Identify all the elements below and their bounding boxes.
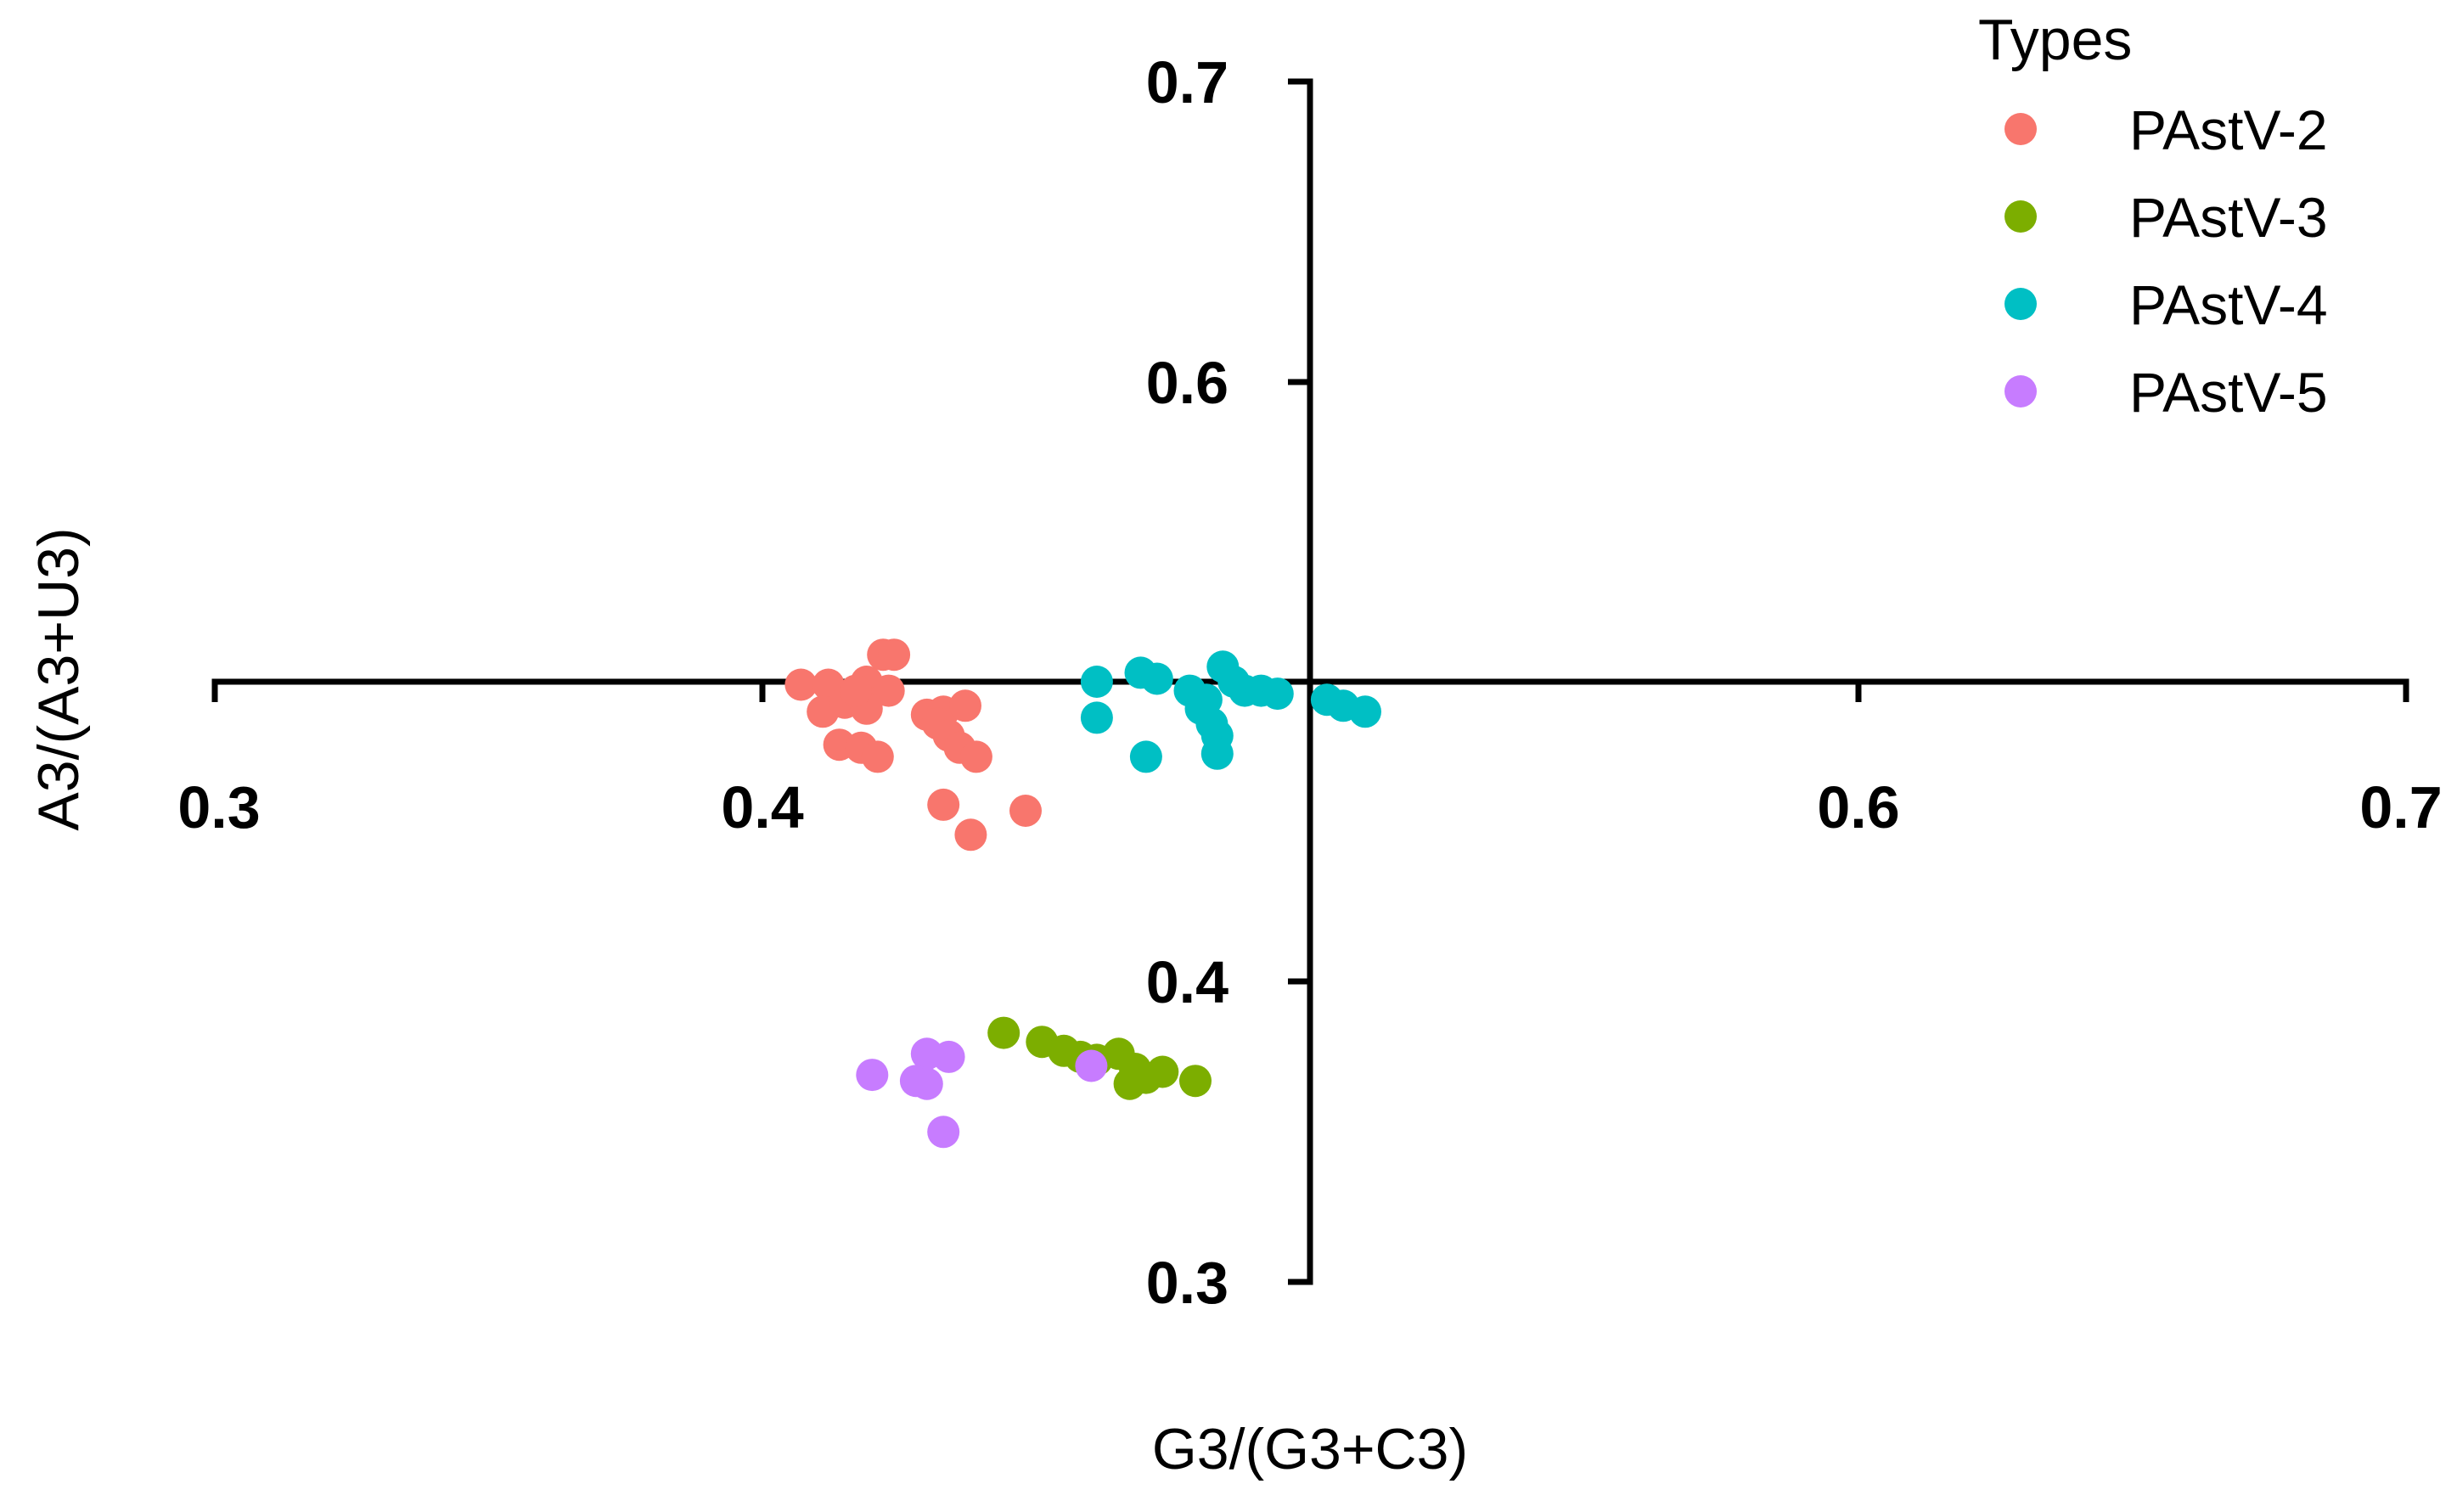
x-tick-label: 0.4 (721, 774, 803, 840)
point-pastv-3-0 (987, 1016, 1020, 1049)
point-pastv-5-1 (932, 1040, 965, 1073)
x-tick-label: 0.7 (2359, 774, 2442, 840)
legend-marker-pastv-4 (2004, 288, 2037, 320)
point-pastv-5-4 (910, 1067, 943, 1100)
legend-title: Types (1978, 8, 2132, 72)
point-pastv-2-20 (927, 788, 960, 821)
data-points-layer (784, 638, 1381, 1149)
legend-label-pastv-4: PAstV-4 (2129, 273, 2328, 336)
point-pastv-4-2 (1140, 662, 1173, 695)
legend-label-pastv-3: PAstV-3 (2129, 186, 2328, 249)
point-pastv-5-2 (856, 1059, 889, 1092)
legend-items: PAstV-2 PAstV-3 PAstV-4 PAstV-5 (2004, 98, 2328, 424)
x-tick-label: 0.6 (1817, 774, 1899, 840)
legend-marker-pastv-2 (2004, 113, 2037, 145)
point-pastv-3-8 (1146, 1055, 1179, 1088)
y-tick-label: 0.3 (1146, 1250, 1228, 1316)
point-pastv-2-5 (872, 674, 905, 707)
y-tick-label: 0.4 (1146, 949, 1228, 1015)
legend-marker-pastv-5 (2004, 375, 2037, 408)
point-pastv-2-22 (954, 818, 987, 852)
point-pastv-4-18 (1200, 737, 1234, 770)
point-pastv-3-10 (1113, 1067, 1146, 1100)
x-tick-label: 0.3 (177, 774, 260, 840)
point-pastv-4-13 (1080, 701, 1113, 734)
point-pastv-2-16 (959, 740, 992, 773)
point-pastv-3-9 (1179, 1065, 1212, 1098)
legend-label-pastv-5: PAstV-5 (2129, 361, 2328, 424)
point-pastv-4-12 (1349, 695, 1381, 728)
point-pastv-4-17 (1129, 740, 1162, 773)
point-pastv-2-12 (949, 689, 981, 722)
legend-label-pastv-2: PAstV-2 (2129, 98, 2328, 161)
point-pastv-5-6 (1075, 1049, 1108, 1082)
point-pastv-2-9 (839, 674, 872, 707)
y-axis-title: A3/(A3+U3) (26, 527, 91, 830)
point-pastv-4-9 (1261, 677, 1294, 711)
legend-marker-pastv-3 (2004, 200, 2037, 233)
point-pastv-4-0 (1080, 666, 1113, 698)
point-pastv-2-19 (861, 740, 894, 773)
point-pastv-5-5 (927, 1116, 960, 1149)
point-pastv-2-1 (878, 638, 911, 672)
y-tick-label: 0.7 (1146, 49, 1228, 115)
y-tick-label: 0.6 (1146, 350, 1228, 416)
point-pastv-2-21 (1009, 795, 1042, 827)
legend: Types PAstV-2 PAstV-3 PAstV-4 PAstV-5 (1978, 8, 2328, 424)
x-axis-title: G3/(G3+C3) (1152, 1417, 1468, 1481)
point-pastv-2-2 (784, 668, 818, 701)
